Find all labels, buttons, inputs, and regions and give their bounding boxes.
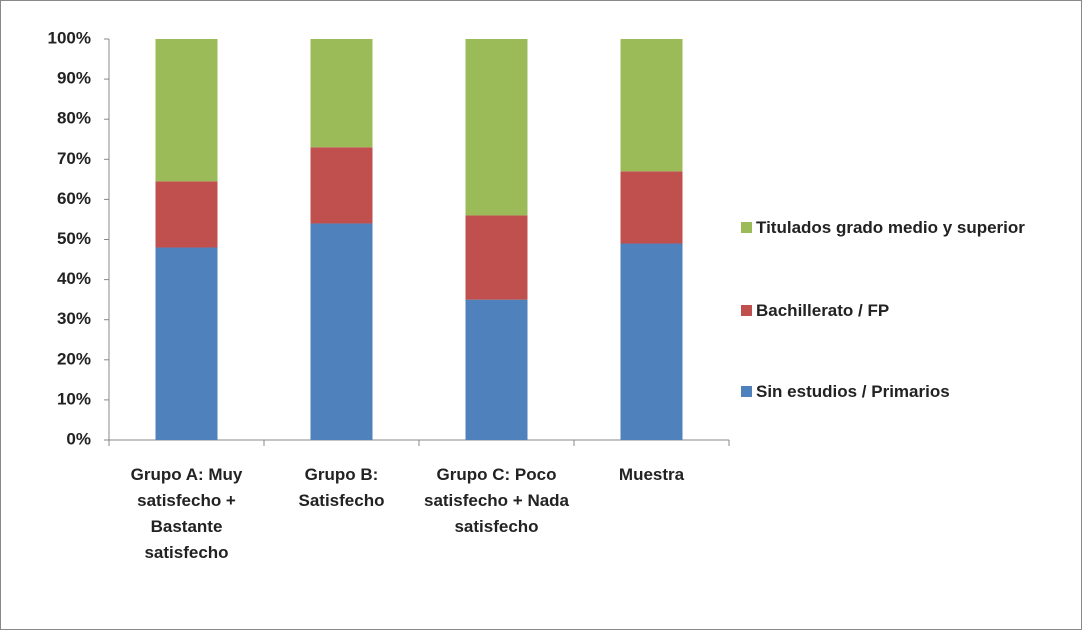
bar-segment xyxy=(620,171,683,244)
x-tick-label: Grupo B: Satisfecho xyxy=(298,465,385,510)
bar-segment xyxy=(310,39,373,148)
x-tick-label: Grupo A: Muy satisfecho + Bastante satis… xyxy=(130,465,243,562)
legend-swatch xyxy=(741,305,752,316)
y-tick-label: 70% xyxy=(57,149,91,168)
legend-entry: Bachillerato / FP xyxy=(741,297,1071,325)
y-tick-label: 0% xyxy=(66,429,91,448)
legend-label: Titulados grado medio y superior xyxy=(756,218,1025,237)
y-tick-label: 80% xyxy=(57,109,91,128)
bar-segment xyxy=(620,243,683,440)
y-tick-label: 60% xyxy=(57,189,91,208)
legend-swatch xyxy=(741,222,752,233)
y-tick-label: 30% xyxy=(57,309,91,328)
y-tick-label: 90% xyxy=(57,69,91,88)
legend-swatch xyxy=(741,386,752,397)
bar-segment xyxy=(155,181,218,248)
legend-label: Sin estudios / Primarios xyxy=(756,382,950,401)
bar-segment xyxy=(155,247,218,440)
legend-entry: Sin estudios / Primarios xyxy=(741,378,1071,406)
legend-entry: Titulados grado medio y superior xyxy=(741,214,1041,242)
y-tick-label: 50% xyxy=(57,229,91,248)
bar-segment xyxy=(465,299,528,440)
x-tick-label: Grupo C: Poco satisfecho + Nada satisfec… xyxy=(423,465,570,536)
bar-segment xyxy=(465,215,528,300)
bar-segment xyxy=(620,39,683,172)
bar-segment xyxy=(155,39,218,182)
bar-segment xyxy=(310,147,373,224)
bar-segment xyxy=(310,223,373,440)
y-tick-label: 20% xyxy=(57,349,91,368)
y-tick-label: 40% xyxy=(57,269,91,288)
bar-segment xyxy=(465,39,528,216)
y-tick-label: 100% xyxy=(48,28,91,47)
legend-label: Bachillerato / FP xyxy=(756,301,890,320)
y-tick-label: 10% xyxy=(57,389,91,408)
x-tick-label: Muestra xyxy=(618,465,685,484)
